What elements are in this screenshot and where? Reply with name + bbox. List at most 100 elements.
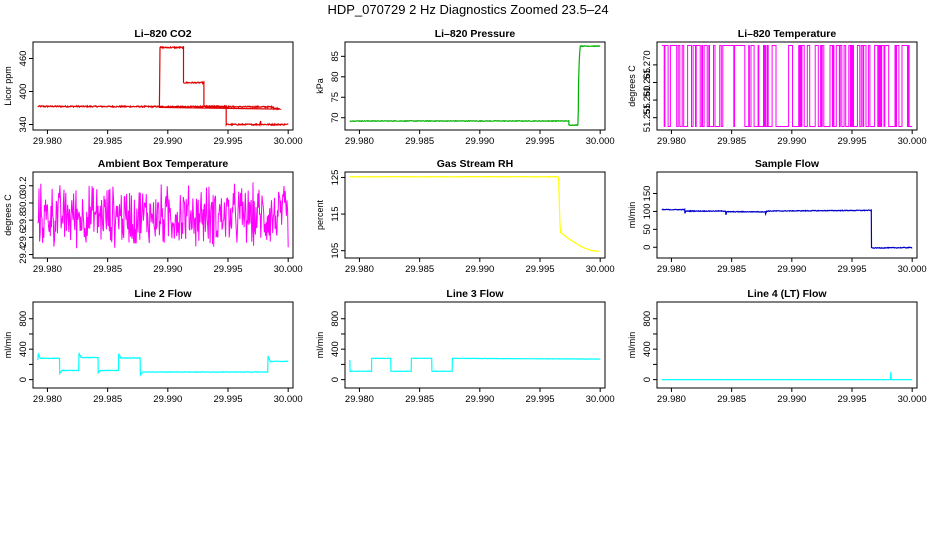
x-tick-label: 29.980 (657, 394, 686, 405)
x-tick-label: 29.985 (93, 264, 122, 275)
x-tick-label: 29.980 (657, 264, 686, 275)
x-tick-label: 30.000 (898, 136, 927, 147)
y-tick-label: 30.0 (18, 194, 29, 213)
x-tick-label: 29.995 (525, 264, 554, 275)
plot-frame (656, 41, 918, 131)
x-tick-label: 29.980 (33, 264, 62, 275)
x-tick-label: 30.000 (274, 264, 303, 275)
panel-title: Li–820 CO2 (134, 28, 191, 40)
y-tick-label: 800 (18, 311, 29, 327)
y-axis-label: ml/min (3, 332, 13, 359)
y-tick-label: 0 (642, 377, 653, 382)
x-tick-label: 29.980 (33, 136, 62, 147)
data-series-line (349, 44, 601, 127)
panel-title: Line 2 Flow (134, 288, 192, 300)
y-axis-label: degrees C (3, 194, 13, 236)
y-tick-label: 51.270 (642, 50, 653, 79)
y-axis-label: ml/min (627, 332, 637, 359)
panel-8: Line 3 Flow 29.980 29.985 29.990 29.995 30.00… (315, 288, 615, 405)
y-tick-label: 51.255 (642, 103, 653, 132)
y-tick-label: 400 (330, 341, 341, 357)
panel-9: Line 4 (LT) Flow 29.980 29.985 29.990 29.995… (627, 288, 927, 405)
y-tick-label: 800 (642, 311, 653, 327)
x-tick-label: 29.980 (345, 264, 374, 275)
y-tick-label: 460 (18, 51, 29, 67)
data-series-line (349, 175, 600, 252)
x-tick-label: 29.990 (153, 394, 182, 405)
y-tick-label: 29.6 (18, 228, 29, 247)
y-tick-label: 115 (330, 207, 341, 222)
x-tick-label: 29.995 (837, 264, 866, 275)
y-tick-label: 400 (18, 84, 29, 100)
figure-title: HDP_070729 2 Hz Diagnostics Zoomed 23.5–… (327, 2, 609, 17)
x-tick-label: 29.995 (837, 394, 866, 405)
y-tick-label: 125 (330, 170, 341, 186)
data-series-line (37, 45, 289, 127)
x-tick-label: 30.000 (898, 264, 927, 275)
data-series-line (661, 45, 913, 127)
x-tick-label: 29.990 (465, 136, 494, 147)
y-tick-label: 30.2 (18, 177, 29, 196)
panel-title: Li–820 Pressure (435, 28, 516, 40)
y-tick-label: 29.8 (18, 211, 29, 230)
plot-frame (656, 171, 918, 259)
data-series-line (37, 182, 289, 249)
y-axis-label: degrees C (627, 65, 637, 107)
y-tick-label: 0 (642, 245, 653, 250)
x-tick-label: 29.990 (153, 136, 182, 147)
x-tick-label: 29.990 (777, 136, 806, 147)
y-tick-label: 100 (642, 203, 653, 219)
plot-frame (344, 41, 606, 131)
x-tick-label: 30.000 (274, 136, 303, 147)
panel-title: Line 4 (LT) Flow (747, 288, 827, 300)
x-tick-label: 29.980 (657, 136, 686, 147)
x-tick-label: 29.985 (717, 136, 746, 147)
x-tick-label: 29.995 (213, 264, 242, 275)
plot-frame (32, 301, 294, 389)
x-tick-label: 29.990 (465, 394, 494, 405)
x-tick-label: 29.995 (525, 136, 554, 147)
y-tick-label: 70 (330, 112, 341, 123)
y-tick-label: 50 (642, 224, 653, 235)
y-tick-label: 80 (330, 72, 341, 83)
x-tick-label: 29.985 (93, 136, 122, 147)
panel-5: Gas Stream RH 29.980 29.985 29.990 29.995 30.… (315, 158, 615, 275)
plot-frame (344, 301, 606, 389)
panel-title: Sample Flow (755, 158, 820, 170)
x-tick-label: 29.980 (345, 394, 374, 405)
x-tick-label: 29.980 (33, 394, 62, 405)
x-tick-label: 30.000 (274, 394, 303, 405)
y-axis-label: Licor ppm (3, 66, 13, 106)
x-tick-label: 30.000 (586, 394, 615, 405)
panel-4: Ambient Box Temperature 29.980 29.985 29.99… (3, 158, 303, 275)
y-tick-label: 75 (330, 92, 341, 103)
y-tick-label: 51.265 (642, 68, 653, 97)
plot-frame (32, 171, 294, 259)
panel-7: Line 2 Flow 29.980 29.985 29.990 29.995 30.00… (3, 288, 303, 405)
x-tick-label: 30.000 (586, 264, 615, 275)
x-tick-label: 29.995 (213, 394, 242, 405)
plot-frame (656, 301, 918, 389)
y-axis-label: ml/min (627, 202, 637, 229)
y-tick-label: 0 (18, 377, 29, 382)
panel-2: Li–820 Pressure 29.980 29.985 29.990 29.995 3… (315, 28, 615, 147)
x-tick-label: 29.990 (465, 264, 494, 275)
panel-6: Sample Flow 29.980 29.985 29.990 29.995 30.00… (627, 158, 927, 275)
x-tick-label: 29.995 (837, 136, 866, 147)
x-tick-label: 29.980 (345, 136, 374, 147)
x-tick-label: 29.995 (525, 394, 554, 405)
x-tick-label: 29.990 (153, 264, 182, 275)
panel-title: Ambient Box Temperature (98, 158, 229, 170)
y-tick-label: 400 (18, 341, 29, 357)
x-tick-label: 30.000 (898, 394, 927, 405)
x-tick-label: 29.985 (405, 136, 434, 147)
x-tick-label: 29.985 (717, 394, 746, 405)
x-tick-label: 30.000 (586, 136, 615, 147)
y-tick-label: 340 (18, 117, 29, 133)
y-tick-label: 400 (642, 341, 653, 357)
x-tick-label: 29.985 (717, 264, 746, 275)
y-tick-label: 0 (330, 377, 341, 382)
panel-title: Line 3 Flow (446, 288, 504, 300)
data-series-line (661, 207, 913, 250)
